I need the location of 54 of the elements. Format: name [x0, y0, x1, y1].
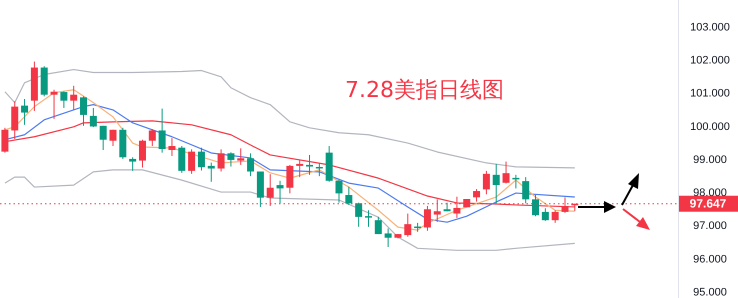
y-tick-label: 100.000 — [690, 120, 730, 133]
candlestick — [296, 159, 304, 178]
y-tick-label: 102.000 — [690, 54, 730, 67]
y-tick-label: 95.000 — [693, 286, 727, 298]
candlestick — [148, 128, 156, 147]
candlestick — [473, 188, 480, 202]
candlestick — [404, 213, 412, 238]
candlestick — [276, 180, 284, 204]
y-tick-label: 103.000 — [690, 21, 730, 34]
candlestick — [552, 210, 559, 224]
candlestick — [522, 176, 530, 204]
candlestick — [502, 161, 510, 184]
candlestick — [80, 96, 88, 126]
candlestick — [512, 174, 520, 189]
candlestick — [138, 139, 146, 168]
candlestick — [158, 108, 166, 154]
y-tick-label: 96.000 — [693, 253, 727, 266]
candlestick — [208, 162, 215, 182]
line-series — [4, 169, 576, 251]
candlestick — [178, 146, 186, 174]
candlestick — [50, 89, 58, 120]
candlestick — [70, 85, 78, 110]
candlestick — [345, 186, 352, 206]
candlestick — [542, 208, 549, 222]
candlestick — [90, 107, 97, 128]
y-tick-label: 97.000 — [693, 220, 727, 232]
line-series — [4, 68, 576, 168]
candlestick — [110, 129, 116, 147]
candlestick — [355, 202, 362, 228]
candlestick — [21, 98, 28, 126]
candlestick — [316, 162, 323, 177]
candlestick — [100, 125, 107, 150]
candlestick — [532, 194, 540, 217]
candlestick — [247, 152, 254, 177]
candlestick — [188, 148, 196, 174]
y-tick-label: 99.000 — [693, 154, 727, 166]
candlestick — [364, 210, 372, 228]
candlestick — [306, 154, 314, 176]
candlestick — [198, 147, 205, 172]
text: 7.28美指日线图 — [345, 78, 504, 103]
candlestick — [60, 90, 68, 108]
candlestick — [129, 156, 136, 172]
candlestick — [384, 228, 392, 248]
candlestick — [286, 164, 294, 194]
candlestick — [492, 163, 500, 204]
candlestick — [218, 148, 225, 172]
candlestick — [424, 205, 431, 232]
candlestick — [168, 138, 176, 156]
y-tick-label: 101.000 — [690, 88, 730, 100]
candlestick — [482, 170, 490, 195]
candlestick — [227, 152, 234, 168]
ref-line-label: 97.647 — [690, 196, 727, 211]
candlestick — [374, 216, 382, 235]
candlestick — [336, 178, 342, 204]
